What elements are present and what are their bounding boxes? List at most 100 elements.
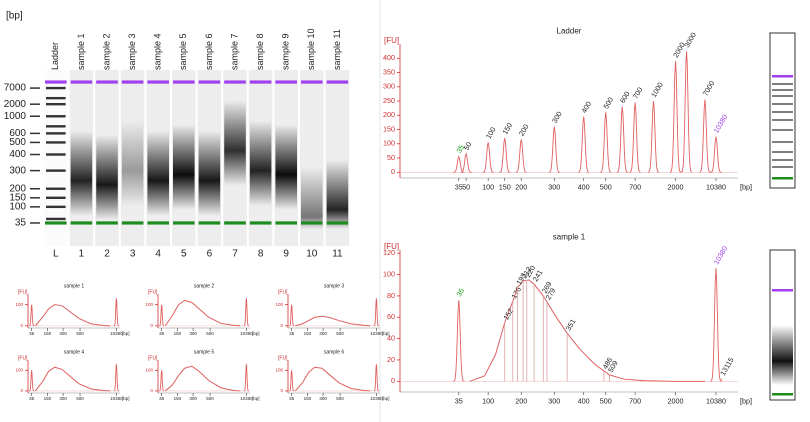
lane-name: sample 1: [76, 33, 86, 70]
y-axis-label: [FU]: [384, 36, 399, 45]
upper-marker-band: [326, 80, 349, 84]
x-tick-label: 35: [159, 331, 165, 336]
y-axis-label: [FU]: [148, 289, 158, 295]
lower-marker-band: [147, 221, 169, 225]
peak: [113, 298, 119, 327]
peak: [600, 112, 612, 173]
x-axis-label: [bp]: [252, 396, 260, 401]
x-tick-label: 35: [289, 331, 295, 336]
lower-marker-band: [173, 221, 195, 225]
y-tick-label: 7000: [4, 83, 27, 94]
peak-label: 500: [601, 95, 615, 110]
x-tick-label: 500: [600, 183, 612, 192]
gel-lane: [44, 70, 68, 246]
lane-name: sample 5: [178, 33, 188, 70]
lane-label: 11: [332, 249, 343, 260]
lane-label: 3: [130, 249, 136, 260]
thumbnail-band: [772, 177, 793, 180]
y-axis-label: [FU]: [384, 242, 399, 251]
lane-label: 1: [79, 249, 85, 260]
peak: [499, 138, 511, 173]
x-tick-label: 150: [304, 331, 312, 336]
peak: [548, 126, 560, 173]
chart-title: sample 4: [64, 349, 85, 355]
y-tick-label: 100: [275, 368, 283, 373]
peak-label: 700: [631, 86, 645, 101]
x-tick-label: 150: [44, 331, 52, 336]
peak: [29, 304, 35, 327]
y-tick-label: 250: [383, 96, 395, 105]
peak: [460, 152, 472, 173]
y-axis-label: [FU]: [18, 289, 28, 295]
lane-smear: [249, 76, 272, 229]
upper-marker-band: [121, 80, 144, 84]
x-tick-label: 35: [455, 397, 463, 406]
peak: [515, 139, 527, 173]
peak: [629, 102, 641, 173]
peak: [710, 136, 722, 173]
lower-marker-band: [326, 221, 349, 225]
x-tick-label: 10380: [240, 396, 253, 401]
peak: [647, 100, 660, 173]
peak-label: 35: [454, 143, 466, 154]
thumbnail-band: [772, 75, 793, 78]
peak: [243, 364, 249, 392]
thumbnail-smear: [772, 325, 793, 385]
ladder-band: [46, 115, 66, 118]
y-tick-label: 500: [9, 137, 26, 148]
thumbnail-bands: [772, 83, 793, 168]
y-axis-label: [FU]: [278, 289, 288, 295]
thumbnail-frame: [769, 32, 796, 189]
y-tick-label: 0: [280, 388, 283, 393]
peak-label: 200: [517, 123, 531, 138]
smear-trace: [164, 299, 241, 327]
lane-label: L: [53, 249, 59, 260]
lane-smear: [121, 76, 144, 229]
y-axis-label: [FU]: [148, 355, 158, 361]
smear-trace: [294, 366, 371, 392]
x-tick-label: 35: [455, 183, 463, 192]
peak-label: 35: [454, 287, 466, 298]
peak: [373, 364, 379, 392]
y-tick-label: 35: [15, 218, 27, 229]
x-tick-label: 300: [59, 331, 67, 336]
lane-name: sample 3: [127, 33, 137, 70]
lane-name: sample 4: [153, 33, 163, 70]
y-tick-label: 0: [391, 376, 395, 385]
lane-smear: [147, 76, 169, 229]
y-tick-label: 40: [387, 334, 395, 343]
lane-smear: [275, 76, 297, 229]
peak-label: 600: [618, 90, 632, 105]
y-tick-label: 100: [145, 368, 153, 373]
lower-marker-band: [70, 221, 93, 225]
smear-trace: [34, 304, 111, 327]
y-tick-label: 200: [383, 110, 395, 119]
ladder-band: [46, 132, 66, 135]
x-tick-label: 150: [174, 396, 182, 401]
y-axis-label: [FU]: [278, 355, 288, 361]
chart-title: sample 5: [194, 349, 215, 355]
lane-smear: [198, 76, 221, 229]
x-tick-label: 400: [578, 397, 590, 406]
lower-marker-band: [224, 221, 246, 225]
x-axis-label: [bp]: [382, 396, 390, 401]
y-tick-label: 80: [387, 291, 395, 300]
lane-name: sample 7: [229, 33, 239, 70]
ladder-band: [46, 217, 66, 221]
chart-title: sample 6: [324, 349, 345, 355]
lower-marker-band: [96, 221, 118, 225]
peak-label: 3000: [682, 31, 698, 49]
lower-marker-band: [275, 221, 297, 225]
y-tick-label: 100: [145, 302, 153, 307]
upper-marker-band: [173, 80, 195, 84]
peak: [453, 155, 465, 173]
x-tick-label: 700: [629, 183, 641, 192]
chart-title: sample 1: [553, 232, 586, 241]
peak: [482, 142, 494, 173]
upper-marker-band: [70, 80, 93, 84]
upper-marker-band: [198, 80, 221, 84]
x-tick-label: 150: [499, 183, 511, 192]
lane-label: 8: [258, 249, 264, 260]
peak: [29, 370, 35, 392]
peak: [710, 268, 722, 382]
